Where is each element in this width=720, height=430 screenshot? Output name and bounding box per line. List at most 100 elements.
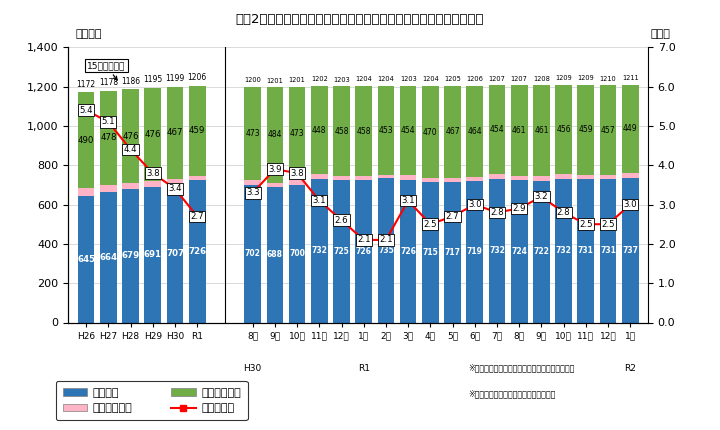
Text: 459: 459: [189, 126, 205, 135]
Text: 3.1: 3.1: [401, 196, 415, 205]
Text: 2.5: 2.5: [423, 220, 437, 229]
Text: 3.0: 3.0: [624, 200, 637, 209]
Text: 461: 461: [534, 126, 549, 135]
Text: 732: 732: [312, 246, 328, 255]
Text: 484: 484: [268, 130, 282, 139]
Text: 2.5: 2.5: [579, 220, 593, 229]
Bar: [533, 85, 550, 176]
Bar: [467, 181, 483, 322]
Text: 1209: 1209: [577, 75, 594, 81]
Text: 2.1: 2.1: [379, 236, 393, 244]
Bar: [189, 86, 205, 176]
Bar: [489, 175, 505, 178]
Text: ※資料出所：沖縄県企画部統計課「労働力調査」: ※資料出所：沖縄県企画部統計課「労働力調査」: [468, 363, 575, 372]
Bar: [511, 180, 528, 322]
Bar: [422, 178, 438, 182]
Text: 478: 478: [100, 133, 117, 142]
Text: 3.2: 3.2: [534, 192, 548, 201]
Text: 454: 454: [401, 126, 415, 135]
Bar: [467, 86, 483, 177]
Bar: [311, 86, 328, 174]
Text: 3.9: 3.9: [268, 165, 282, 174]
Bar: [444, 86, 461, 178]
Text: 702: 702: [245, 249, 261, 258]
Bar: [266, 87, 283, 183]
Bar: [244, 180, 261, 184]
Text: 467: 467: [445, 127, 460, 136]
Bar: [289, 87, 305, 180]
Text: 700: 700: [289, 249, 305, 258]
Bar: [377, 175, 395, 178]
Bar: [78, 196, 94, 322]
Text: 457: 457: [600, 126, 616, 135]
Text: 449: 449: [623, 124, 637, 133]
Bar: [311, 174, 328, 178]
Bar: [577, 85, 594, 175]
Bar: [577, 175, 594, 179]
Bar: [356, 180, 372, 322]
Text: 2.7: 2.7: [190, 212, 204, 221]
Text: 458: 458: [334, 127, 348, 136]
Text: 3.3: 3.3: [246, 188, 259, 197]
Text: 453: 453: [379, 126, 393, 135]
Text: 1208: 1208: [533, 76, 550, 82]
Text: 1205: 1205: [444, 76, 461, 82]
Text: （千人）: （千人）: [75, 29, 102, 40]
Text: 470: 470: [423, 128, 438, 137]
Text: 2.7: 2.7: [446, 212, 459, 221]
Bar: [145, 187, 161, 322]
Text: 3.0: 3.0: [468, 200, 482, 209]
Text: 737: 737: [622, 246, 638, 255]
Bar: [577, 179, 594, 322]
Bar: [422, 86, 438, 178]
Text: 2.5: 2.5: [601, 220, 615, 229]
Text: 1202: 1202: [311, 77, 328, 83]
Text: 1206: 1206: [467, 76, 483, 82]
Text: 715: 715: [423, 248, 438, 257]
Text: 726: 726: [400, 247, 416, 256]
Text: 464: 464: [467, 127, 482, 136]
Bar: [356, 86, 372, 176]
Bar: [555, 175, 572, 178]
Text: 3.4: 3.4: [168, 184, 182, 194]
Text: 732: 732: [489, 246, 505, 255]
Text: 732: 732: [556, 246, 572, 255]
Bar: [600, 85, 616, 175]
Text: R1: R1: [358, 364, 370, 373]
Text: 722: 722: [534, 247, 549, 256]
Bar: [400, 175, 416, 180]
Text: 476: 476: [145, 130, 161, 139]
Bar: [377, 86, 395, 175]
Text: 1207: 1207: [489, 76, 505, 82]
Bar: [189, 176, 205, 180]
Text: 2.9: 2.9: [513, 204, 526, 213]
Text: 1203: 1203: [333, 77, 350, 83]
Text: 726: 726: [188, 247, 206, 256]
Text: 1203: 1203: [400, 77, 417, 83]
Bar: [555, 85, 572, 175]
Text: 1178: 1178: [99, 78, 118, 87]
Bar: [78, 92, 94, 188]
Bar: [289, 185, 305, 322]
Bar: [166, 184, 184, 322]
Bar: [400, 180, 416, 322]
Text: 724: 724: [511, 247, 527, 256]
Text: 1200: 1200: [244, 77, 261, 83]
Bar: [600, 179, 616, 322]
Text: 664: 664: [99, 253, 117, 262]
Text: 688: 688: [267, 250, 283, 259]
Bar: [533, 181, 550, 322]
Text: 454: 454: [490, 126, 504, 134]
Bar: [122, 183, 139, 189]
Text: 691: 691: [144, 250, 162, 259]
Text: 725: 725: [333, 247, 349, 256]
Text: 2.8: 2.8: [490, 208, 504, 217]
Text: 5.1: 5.1: [102, 117, 115, 126]
Text: 1195: 1195: [143, 75, 163, 84]
Text: 461: 461: [512, 126, 526, 135]
Bar: [333, 180, 350, 322]
Bar: [511, 85, 528, 176]
Bar: [166, 178, 184, 184]
Text: 1204: 1204: [377, 76, 395, 82]
Text: 15歳以上人口: 15歳以上人口: [87, 61, 126, 80]
